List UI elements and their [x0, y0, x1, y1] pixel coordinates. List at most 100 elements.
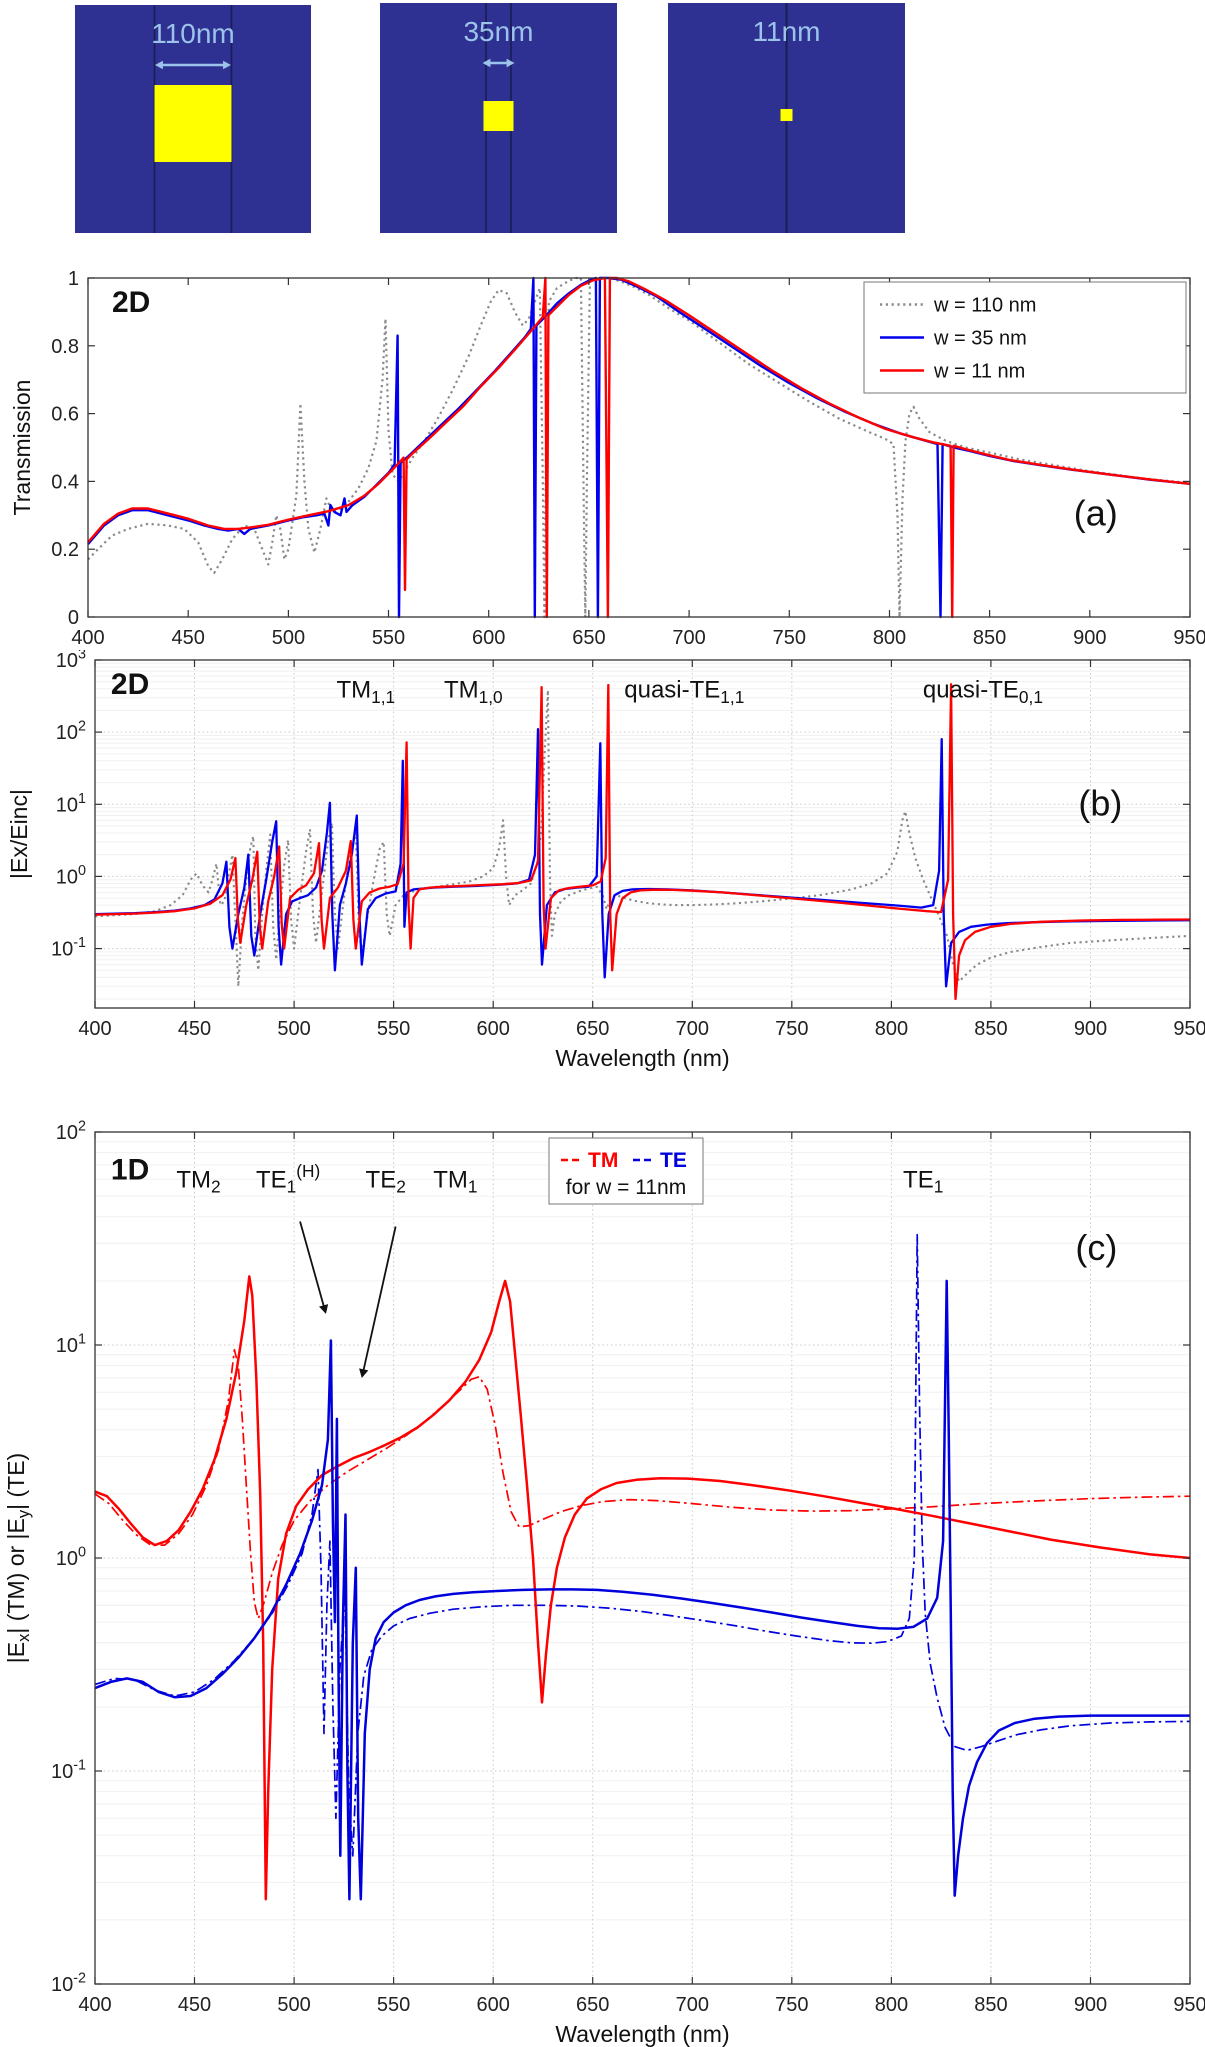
chart-transmission-2d: 400 450 500 550 600 650 700 750 800 850 900 950 0 0.2…	[0, 268, 1205, 660]
width-label: 110nm	[151, 18, 235, 49]
x-tick-label: 900	[1074, 1018, 1107, 1040]
schematic-svg: 35nm	[380, 3, 617, 233]
y-axis-label: |Ex| (TM) or |Ey| (TE)	[3, 1453, 33, 1663]
arrow-line	[299, 1221, 325, 1308]
annotation: 1D	[111, 1153, 149, 1186]
y-tick-label: 103	[56, 650, 86, 672]
y-tick-label: 0.8	[51, 336, 79, 358]
series-te-solid	[94, 1279, 1190, 1901]
schematic-svg: 11nm	[668, 3, 905, 233]
schematic-11nm: 11nm	[668, 3, 905, 233]
series-w11	[94, 683, 1191, 1001]
legend-label: TM	[588, 1149, 618, 1172]
x-tick-label: 750	[775, 1018, 808, 1040]
y-tick-label: 0	[68, 607, 79, 629]
chart-field-enhancement-2d: 400 450 500 550 600 650 700 750 800 850 900 950 103 1…	[0, 650, 1205, 1080]
legend: w = 110 nm w = 35 nm w = 11 nm	[863, 281, 1187, 394]
x-tick-label: 650	[576, 1018, 609, 1040]
arrow-head	[359, 1368, 369, 1378]
x-tick-label: 800	[875, 1018, 908, 1040]
annotation: TM1,1	[336, 677, 395, 707]
series-group	[87, 276, 1191, 619]
x-tick-label: 600	[477, 1018, 510, 1040]
nanoparticle-square	[483, 101, 514, 131]
annotation: (b)	[1078, 783, 1122, 824]
field-1d-tm-te-svg: 400 450 500 550 600 650 700 750 800 850 900 950 102 1…	[3, 1119, 1205, 2047]
annotation: 2D	[112, 286, 150, 319]
annotation: TM2	[176, 1166, 220, 1196]
chart-field-1d: 400 450 500 550 600 650 700 750 800 850 900 950 102 1…	[0, 1118, 1205, 2047]
y-tick-label: 101	[56, 1332, 86, 1357]
transmission-spectrum-2d-svg: 400 450 500 550 600 650 700 750 800 850 900 950 0 0.2…	[9, 268, 1205, 649]
x-tick-label: 700	[676, 1018, 709, 1040]
y-tick-label: 102	[56, 1119, 86, 1144]
y-tick-label: 1	[68, 268, 79, 290]
x-tick-label: 950	[1173, 1018, 1205, 1040]
x-tick-label: 800	[875, 1994, 908, 2016]
nanoparticle-square	[154, 85, 232, 162]
annotation: TM1	[433, 1166, 477, 1196]
y-tick-label: 10-2	[51, 1971, 86, 1996]
x-tick-label: 900	[1073, 627, 1106, 649]
legend: TM TE for w = 11nm	[548, 1137, 704, 1205]
y-tick-label: 101	[56, 791, 86, 816]
arrow-head	[155, 60, 163, 70]
y-tick-label: 10-1	[51, 1758, 86, 1783]
series-w11	[87, 276, 1191, 619]
series-group	[94, 1233, 1191, 1901]
grid	[94, 659, 1191, 1008]
y-tick-label: 0.6	[51, 404, 79, 426]
x-tick-label: 600	[477, 1994, 510, 2016]
y-tick-label: 0.2	[51, 539, 79, 561]
arrow-head	[482, 58, 491, 68]
x-tick-label: 550	[377, 1994, 410, 2016]
y-axis-label: Transmission	[9, 380, 35, 516]
schematic-svg: 110nm	[75, 5, 311, 233]
annotation: (a)	[1074, 493, 1118, 534]
annotation: quasi-TE0,1	[923, 677, 1043, 707]
x-tick-label: 500	[277, 1994, 310, 2016]
x-tick-label: 950	[1173, 1994, 1205, 2016]
annotation: quasi-TE1,1	[624, 677, 744, 707]
legend-footer: for w = 11nm	[566, 1176, 686, 1199]
annotation: (c)	[1075, 1227, 1117, 1268]
series-tm-solid	[94, 1275, 1191, 1901]
x-tick-label: 750	[775, 1994, 808, 2016]
ex-field-enhancement-2d-svg: 400 450 500 550 600 650 700 750 800 850 900 950 103 1…	[6, 650, 1205, 1071]
schematic-35nm: 35nm	[380, 3, 617, 233]
y-tick-label: 0.4	[51, 471, 79, 493]
width-label: 35nm	[463, 16, 533, 47]
legend-label: TE	[660, 1149, 687, 1172]
axes: 400 450 500 550 600 650 700 750 800 850 900 950 103 1…	[51, 650, 1205, 1040]
x-tick-label: 400	[71, 627, 104, 649]
x-tick-label: 450	[178, 1994, 211, 2016]
arrow-head	[223, 60, 231, 70]
arrow-line	[362, 1226, 397, 1372]
width-label: 11nm	[753, 16, 821, 47]
x-tick-label: 850	[974, 1018, 1007, 1040]
x-tick-label: 750	[773, 627, 806, 649]
annotation: TE1(H)	[256, 1161, 320, 1196]
arrow-head	[506, 58, 515, 68]
nanoparticle-square	[780, 109, 793, 121]
x-tick-label: 650	[576, 1994, 609, 2016]
x-tick-label: 400	[78, 1018, 111, 1040]
x-tick-label: 450	[178, 1018, 211, 1040]
schematic-110nm: 110nm	[75, 5, 311, 233]
x-tick-label: 500	[277, 1018, 310, 1040]
x-tick-label: 550	[377, 1018, 410, 1040]
axes-box	[94, 659, 1191, 1009]
annotation: TE1	[903, 1166, 943, 1196]
x-tick-label: 500	[272, 627, 305, 649]
series-group	[94, 683, 1191, 1001]
x-tick-label: 650	[572, 627, 605, 649]
series-te-dashdot	[94, 1233, 1191, 1857]
x-tick-label: 400	[78, 1994, 111, 2016]
annotation: 2D	[111, 668, 149, 701]
y-axis-label: |Ex/Einc|	[6, 789, 32, 879]
axes-box	[87, 277, 1191, 618]
x-axis-label: Wavelength (nm)	[555, 1045, 729, 1071]
legend-label: w = 35 nm	[933, 328, 1027, 350]
series-w110	[94, 689, 1191, 988]
